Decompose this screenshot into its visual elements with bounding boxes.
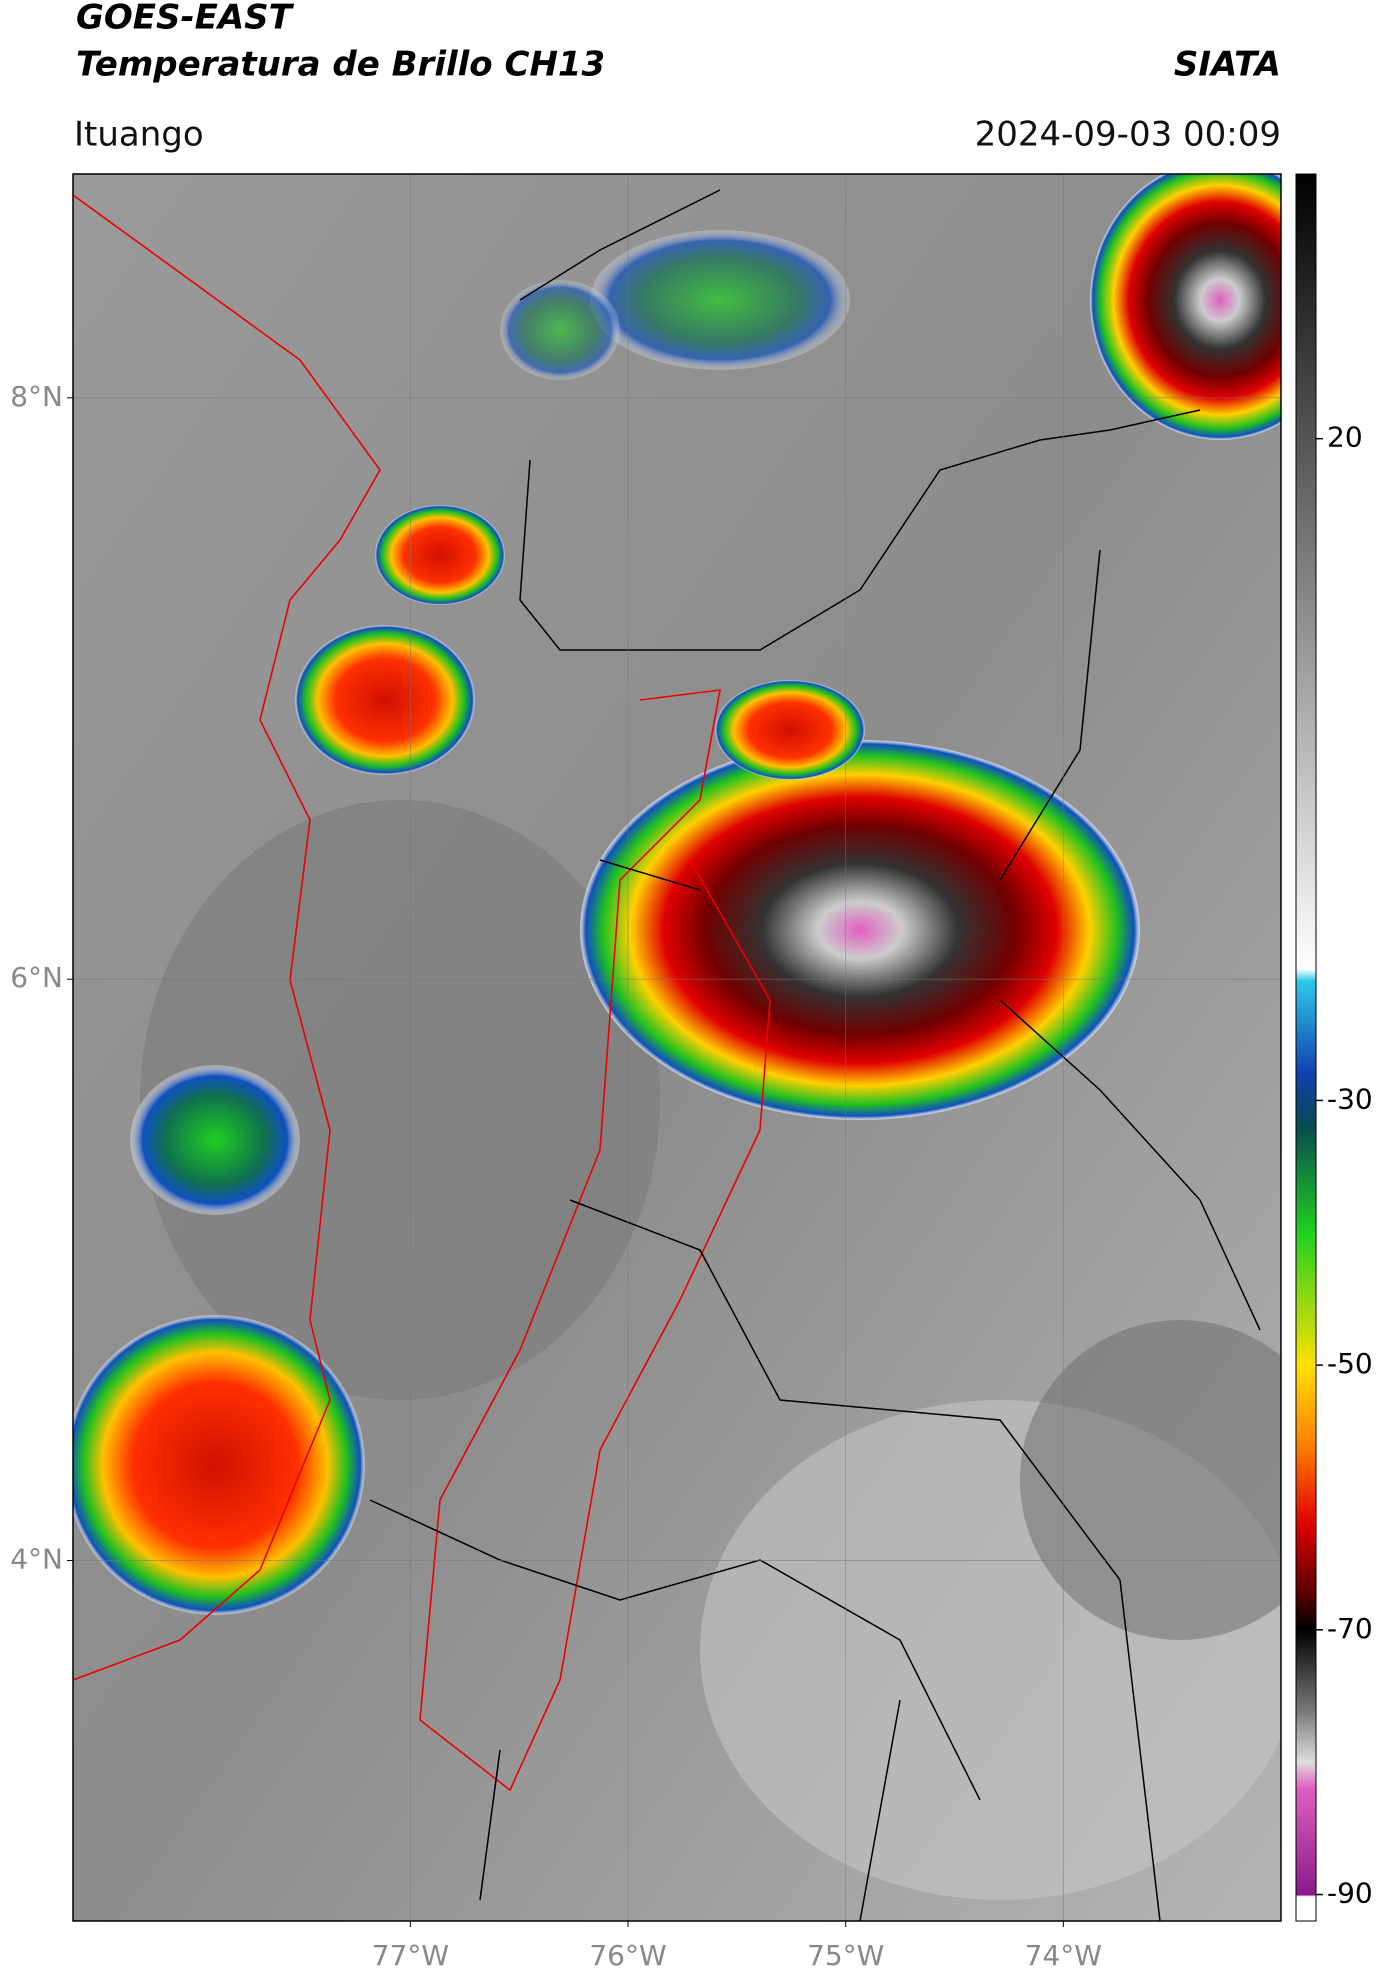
colorbar-tick-label: -70: [1327, 1612, 1373, 1645]
colorbar-tick-label: -90: [1327, 1877, 1373, 1910]
colorbar-tick-label: -30: [1327, 1082, 1373, 1115]
y-tick-label: 8°N: [10, 380, 63, 413]
x-tick-label: 76°W: [589, 1939, 666, 1972]
colorbar-tick-label: 20: [1327, 421, 1363, 454]
subtitle: Temperatura de Brillo CH13: [76, 45, 605, 85]
y-tick-label: 4°N: [10, 1543, 63, 1576]
map-frame: [72, 173, 1282, 1922]
x-tick-label: 74°W: [1025, 1939, 1102, 1972]
grid: [73, 174, 1281, 1921]
location: Ituango: [74, 115, 204, 155]
y-tick-label: 6°N: [10, 961, 63, 994]
x-tick-label: 77°W: [372, 1939, 449, 1972]
colorbar: [1295, 173, 1317, 1922]
map-imagery: [73, 174, 1281, 1921]
datetime: 2024-09-03 00:09: [975, 115, 1281, 155]
x-tick-label: 75°W: [807, 1939, 884, 1972]
source: SIATA: [1174, 45, 1281, 85]
colorbar-tick-label: -50: [1327, 1347, 1373, 1380]
title: GOES-EAST: [76, 0, 295, 38]
